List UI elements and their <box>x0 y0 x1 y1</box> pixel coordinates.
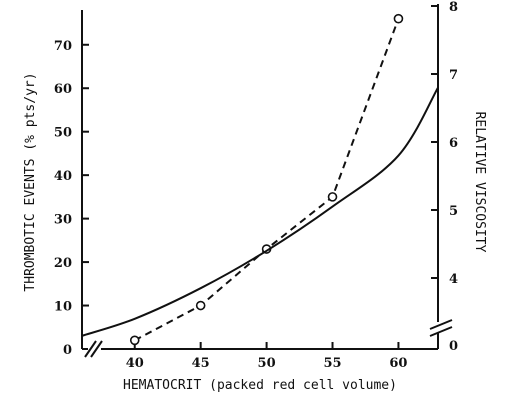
y-right-tick-label: 5 <box>449 204 458 219</box>
x-tick-label: 55 <box>323 356 341 371</box>
y-left-tick-label: 20 <box>54 256 72 271</box>
x-tick-label: 50 <box>258 356 276 371</box>
y-axis-break-mark <box>429 326 453 337</box>
y-left-tick-label: 40 <box>54 169 72 184</box>
y-axis-left-title: THROMBOTIC EVENTS (% pts/yr) <box>23 72 38 291</box>
y-right-tick-label: 4 <box>449 272 458 287</box>
x-axis-title: HEMATOCRIT (packed red cell volume) <box>123 378 397 393</box>
y-right-tick-label: 7 <box>449 68 458 83</box>
y-axis-right-title: RELATIVE VISCOSITY <box>472 112 487 253</box>
y-right-tick-label: 0 <box>449 339 458 354</box>
y-left-tick-label: 30 <box>54 213 72 228</box>
y-right-tick-label: 6 <box>449 136 458 151</box>
thrombotic-events-point <box>327 192 338 202</box>
thrombotic-events-point <box>129 335 140 346</box>
y-left-tick-label: 0 <box>63 343 72 358</box>
axes <box>81 4 453 358</box>
y-left-tick-label: 10 <box>54 300 72 315</box>
thrombotic-events-point <box>195 300 206 311</box>
x-tick-label: 40 <box>126 356 144 371</box>
y-right-tick-label: 8 <box>449 0 458 15</box>
y-left-tick-label: 70 <box>54 39 72 54</box>
thrombotic-events-line <box>134 18 400 342</box>
x-axis-break-mark <box>90 340 103 358</box>
x-tick-label: 60 <box>389 356 407 371</box>
thrombotic-events-point <box>393 13 404 24</box>
x-axis-break-mark <box>84 340 97 358</box>
y-left-tick-label: 50 <box>54 126 72 141</box>
series <box>81 13 439 346</box>
y-left-tick-label: 60 <box>54 82 72 97</box>
viscosity-curve <box>81 87 439 337</box>
x-tick-label: 45 <box>192 356 210 371</box>
y-axis-break-mark <box>429 319 453 330</box>
